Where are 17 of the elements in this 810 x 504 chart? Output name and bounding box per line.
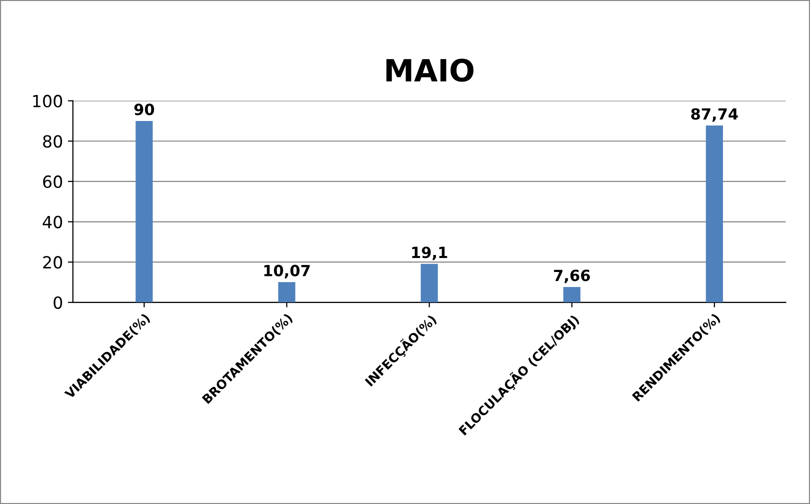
y-tick-label: 40 bbox=[42, 216, 62, 228]
y-tick-label: 100 bbox=[33, 94, 62, 108]
bar bbox=[278, 282, 296, 302]
data-label: 19,1 bbox=[412, 246, 448, 260]
data-label: 10,07 bbox=[264, 264, 310, 278]
data-label: 7,66 bbox=[554, 270, 590, 284]
chart-title: MAIO bbox=[386, 58, 474, 82]
y-tick-label: 0 bbox=[54, 296, 62, 309]
bar bbox=[420, 264, 438, 302]
bar bbox=[136, 120, 153, 302]
y-tick-label: 20 bbox=[43, 256, 62, 269]
data-label: 90 bbox=[134, 104, 154, 116]
y-tick-label: 80 bbox=[43, 135, 62, 148]
bar bbox=[706, 126, 723, 302]
data-label: 87,74 bbox=[691, 108, 738, 122]
y-tick-label: 60 bbox=[43, 175, 62, 188]
bar bbox=[563, 286, 580, 302]
